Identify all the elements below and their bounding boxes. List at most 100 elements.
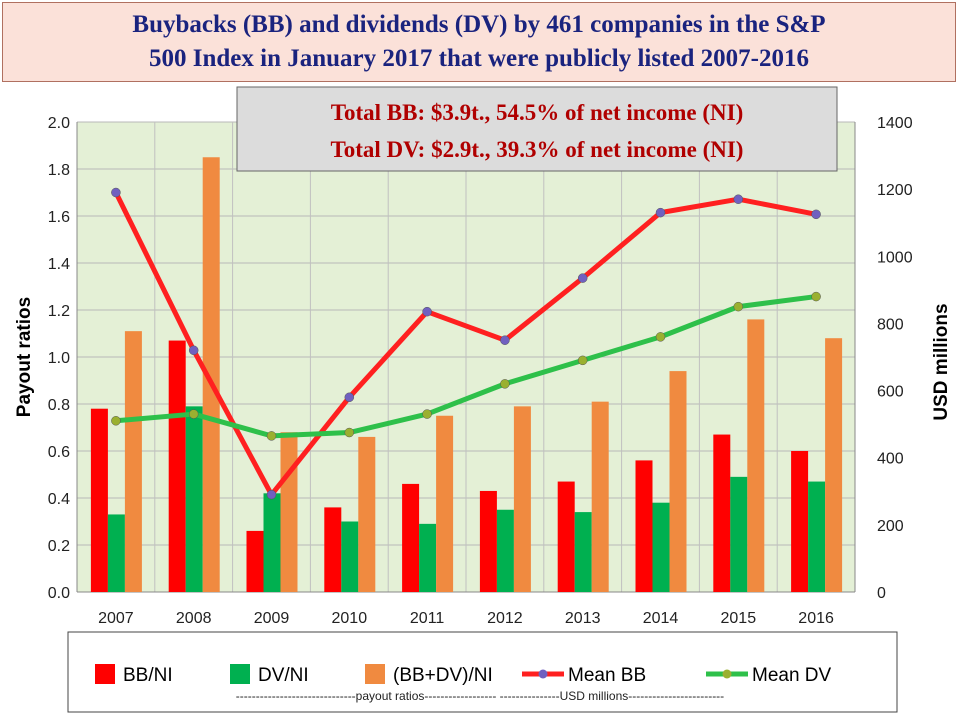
- marker-mean-bb: [422, 306, 432, 317]
- chart-title-line1: Buybacks (BB) and dividends (DV) by 461 …: [132, 11, 826, 38]
- bar-bb-dv-ni: [747, 319, 765, 592]
- legend-note: ------------------------------payout rat…: [236, 689, 724, 703]
- bar-bb-dv-ni: [202, 157, 220, 592]
- x-tick-label: 2007: [98, 610, 134, 627]
- bar-bb-ni: [713, 434, 731, 592]
- marker-mean-dv: [344, 427, 355, 438]
- y2-tick-label: 1200: [877, 182, 913, 199]
- legend-bb-ni-label: BB/NI: [123, 665, 173, 686]
- y-tick-label: 1.0: [48, 350, 70, 367]
- legend-mean-bb-marker: [538, 669, 548, 679]
- bar-bb-dv-ni: [825, 338, 843, 592]
- marker-mean-bb: [111, 187, 121, 198]
- x-tick-label: 2013: [565, 610, 601, 627]
- legend-dv-ni-label: DV/NI: [258, 665, 309, 686]
- marker-mean-bb: [344, 392, 355, 403]
- y2-tick-label: 0: [877, 585, 886, 602]
- marker-mean-dv: [111, 416, 121, 426]
- bar-bb-ni: [90, 408, 108, 592]
- annotation-line1: Total BB: $3.9t., 54.5% of net income (N…: [331, 100, 743, 125]
- totals-annotation: Total BB: $3.9t., 54.5% of net income (N…: [236, 86, 838, 172]
- x-tick-label: 2009: [254, 610, 290, 627]
- marker-mean-bb: [655, 207, 666, 218]
- bar-dv-ni: [574, 512, 592, 592]
- y-tick-label: 1.8: [48, 162, 70, 179]
- legend: BB/NI DV/NI (BB+DV)/NI Mean BB Mean DV ------…: [67, 631, 898, 713]
- x-tick-label: 2011: [410, 610, 445, 627]
- bar-bb-ni: [402, 483, 420, 592]
- bar-bb-dv-ni: [513, 406, 531, 592]
- y2-tick-label: 1400: [877, 115, 913, 132]
- legend-box: [67, 631, 898, 713]
- x-tick-label: 2010: [332, 610, 368, 627]
- chart-title: Buybacks (BB) and dividends (DV) by 461 …: [2, 2, 956, 82]
- marker-mean-bb: [811, 209, 821, 220]
- marker-mean-dv: [500, 379, 510, 389]
- bar-bb-dv-ni: [280, 432, 298, 592]
- bar-dv-ni: [808, 481, 826, 592]
- line-mean-dv: [115, 294, 817, 439]
- y-tick-label: 0.8: [48, 397, 70, 414]
- x-tick-label: 2012: [487, 610, 523, 627]
- y2-tick-label: 200: [877, 518, 904, 535]
- bar-bb-dv-ni: [358, 436, 376, 592]
- legend-mean-bb-label: Mean BB: [568, 665, 646, 686]
- bar-dv-ni: [107, 514, 125, 592]
- y-tick-label: 1.6: [48, 209, 70, 226]
- bar-dv-ni: [341, 521, 359, 592]
- bar-bb-ni: [246, 530, 264, 592]
- bar-dv-ni: [730, 476, 748, 592]
- bar-bb-ni: [324, 507, 342, 592]
- legend-bbdv-ni-swatch: [365, 664, 385, 684]
- bar-bb-dv-ni: [124, 331, 142, 592]
- marker-mean-bb: [733, 194, 744, 204]
- bar-bb-ni: [557, 481, 575, 592]
- marker-mean-dv: [422, 409, 432, 419]
- y-tick-label: 0.0: [48, 585, 70, 602]
- marker-mean-dv: [266, 431, 277, 441]
- bar-bb-ni: [635, 460, 653, 592]
- legend-mean-dv-marker: [722, 669, 732, 679]
- annotation-line2: Total DV: $2.9t., 39.3% of net income (N…: [331, 137, 744, 162]
- marker-mean-dv: [577, 355, 588, 366]
- bar-bb-ni: [479, 490, 497, 592]
- y-tick-label: 1.4: [48, 256, 70, 273]
- x-tick-label: 2015: [721, 610, 757, 627]
- legend-bb-ni-swatch: [95, 664, 115, 684]
- legend-mean-dv-label: Mean DV: [752, 665, 832, 686]
- x-tick-label: 2014: [643, 610, 679, 627]
- y-tick-label: 1.2: [48, 303, 70, 320]
- x-tick-label: 2008: [176, 610, 212, 627]
- y-tick-label: 2.0: [48, 115, 70, 132]
- x-tick-label: 2016: [798, 610, 834, 627]
- marker-mean-dv: [188, 409, 199, 419]
- y2-tick-label: 400: [877, 451, 904, 468]
- marker-mean-bb: [577, 273, 588, 283]
- legend-bbdv-ni-label: (BB+DV)/NI: [393, 665, 493, 686]
- y2-tick-label: 1000: [877, 249, 913, 266]
- marker-mean-bb: [188, 345, 199, 356]
- bar-bb-dv-ni: [591, 401, 609, 592]
- marker-mean-dv: [733, 301, 744, 312]
- bar-dv-ni: [419, 523, 437, 592]
- y-axis-title: Payout ratios: [14, 297, 35, 417]
- bar-bb-ni: [791, 451, 809, 592]
- bar-dv-ni: [652, 502, 670, 592]
- y2-tick-label: 600: [877, 384, 904, 401]
- y-tick-label: 0.6: [48, 444, 70, 461]
- legend-dv-ni-swatch: [230, 664, 250, 684]
- bar-dv-ni: [185, 406, 203, 592]
- y2-tick-label: 800: [877, 316, 904, 333]
- chart-title-line2: 500 Index in January 2017 that were publ…: [149, 45, 809, 72]
- bar-bb-dv-ni: [669, 371, 687, 592]
- bar-dv-ni: [496, 509, 514, 592]
- bar-bb-ni: [168, 340, 186, 592]
- y-tick-label: 0.2: [48, 538, 70, 555]
- marker-mean-dv: [655, 332, 666, 342]
- marker-mean-bb: [266, 489, 277, 500]
- y-tick-label: 0.4: [48, 491, 70, 508]
- bar-dv-ni: [263, 493, 281, 592]
- y2-axis-title: USD millions: [931, 303, 952, 420]
- marker-mean-dv: [811, 291, 821, 302]
